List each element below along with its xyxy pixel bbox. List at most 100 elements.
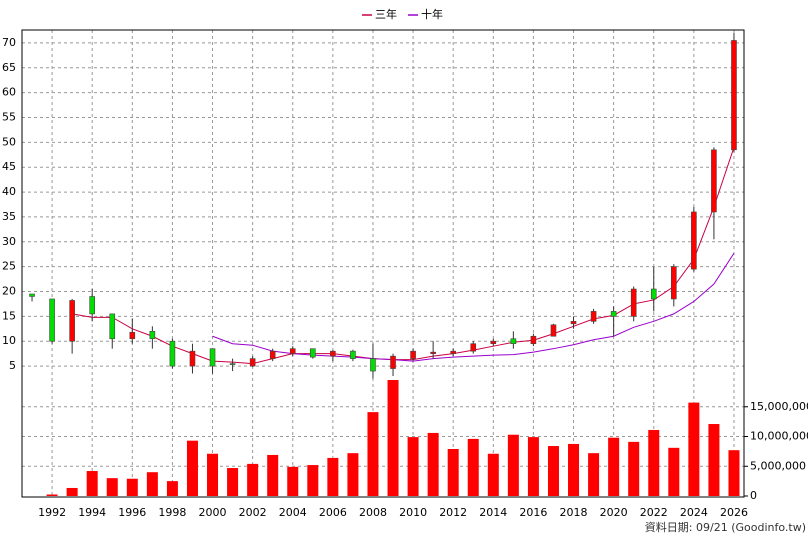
- y-tick-label: 40: [2, 185, 16, 198]
- volume-bar: [407, 437, 419, 496]
- volume-bar: [467, 438, 479, 496]
- x-tick-label: 2026: [720, 506, 748, 519]
- candle-body: [289, 348, 296, 354]
- volume-bar: [367, 412, 379, 496]
- x-tick-label: 2024: [680, 506, 708, 519]
- volume-bar: [347, 453, 359, 496]
- candle-body: [189, 350, 196, 367]
- x-tick-label: 2000: [199, 506, 227, 519]
- candle-body: [310, 348, 316, 358]
- y2-tick-label: 10,000,000: [750, 430, 808, 443]
- volume-bar: [267, 454, 279, 496]
- x-tick-label: 1992: [38, 506, 66, 519]
- ma-line: [72, 147, 735, 365]
- x-tick-label: 1996: [118, 506, 146, 519]
- ma-line: [212, 252, 735, 362]
- y-tick-label: 15: [2, 309, 16, 322]
- y2-tick-label: 0: [750, 489, 757, 502]
- volume-bar: [66, 487, 78, 496]
- candle-body: [269, 350, 276, 359]
- volume-bar: [106, 478, 118, 496]
- candle-body: [49, 298, 55, 342]
- y-tick-label: 25: [2, 260, 16, 273]
- x-tick-label: 1998: [158, 506, 186, 519]
- volume-bar: [447, 449, 459, 496]
- y-tick-label: 45: [2, 160, 16, 173]
- volume-bar: [126, 478, 138, 496]
- source-note: 資料日期: 09/21 (Goodinfo.tw): [645, 520, 806, 534]
- y-tick-label: 30: [2, 235, 16, 248]
- candle-body: [650, 288, 657, 300]
- y-tick-label: 60: [2, 86, 16, 99]
- x-tick-label: 2006: [319, 506, 347, 519]
- volume-bar: [146, 472, 158, 496]
- x-tick-label: 2022: [640, 506, 668, 519]
- y-tick-label: 70: [2, 36, 16, 49]
- candle-body: [490, 340, 497, 345]
- x-tick-label: 2020: [600, 506, 628, 519]
- y2-tick-label: 5,000,000: [750, 459, 806, 472]
- volume-bar: [487, 453, 499, 496]
- x-tick-label: 2008: [359, 506, 387, 519]
- candle-body: [610, 311, 617, 317]
- candle-body: [370, 358, 376, 372]
- volume-bar: [307, 465, 319, 496]
- x-tick-label: 2012: [439, 506, 467, 519]
- volume-bar: [708, 424, 720, 496]
- volume-bar: [287, 466, 299, 496]
- volume-bar: [247, 463, 259, 496]
- volume-bar: [507, 434, 519, 496]
- candle-body: [470, 343, 477, 352]
- volume-bar: [527, 437, 539, 496]
- y-tick-label: 65: [2, 61, 16, 74]
- candle-body: [550, 324, 557, 337]
- volume-bar: [608, 437, 620, 496]
- volume-bar: [648, 429, 660, 496]
- volume-bar: [628, 441, 640, 496]
- y-tick-label: 50: [2, 135, 16, 148]
- volume-bar: [207, 453, 219, 496]
- candle-body: [229, 363, 236, 365]
- x-tick-label: 2010: [399, 506, 427, 519]
- candle-body: [209, 348, 216, 367]
- candle-body: [109, 313, 116, 340]
- candle-body: [630, 288, 637, 317]
- volume-bar: [186, 440, 198, 496]
- volume-bar: [227, 468, 239, 496]
- y-tick-label: 20: [2, 285, 16, 298]
- candle-body: [129, 331, 136, 340]
- candle-body: [149, 330, 156, 340]
- candle-body: [410, 350, 416, 359]
- volume-bar: [668, 447, 680, 496]
- volume-bar: [568, 443, 580, 496]
- y2-tick-label: 15,000,000: [750, 400, 808, 413]
- volume-bar: [547, 446, 559, 496]
- candle-body: [169, 340, 176, 367]
- x-tick-label: 2004: [279, 506, 307, 519]
- volume-bar: [387, 380, 399, 496]
- x-tick-label: 2016: [519, 506, 547, 519]
- volume-bar: [86, 471, 98, 496]
- candle-body: [29, 293, 35, 297]
- candle-body: [711, 149, 717, 213]
- y-tick-label: 10: [2, 334, 16, 347]
- x-tick-label: 1994: [78, 506, 106, 519]
- candle-body: [330, 350, 336, 357]
- y-tick-label: 55: [2, 111, 16, 124]
- candle-body: [570, 321, 577, 325]
- volume-bar: [688, 402, 700, 496]
- legend-label: 三年: [375, 7, 397, 21]
- candle-body: [89, 296, 95, 315]
- x-tick-label: 2014: [479, 506, 507, 519]
- volume-bar: [327, 457, 339, 496]
- candle-body: [390, 355, 396, 369]
- candle-body: [450, 350, 456, 354]
- x-tick-label: 2002: [239, 506, 267, 519]
- y-tick-label: 5: [9, 359, 16, 372]
- plot-frame: [21, 29, 745, 498]
- candle-body: [249, 358, 256, 367]
- volume-bar: [427, 432, 439, 496]
- candle-body: [350, 350, 356, 359]
